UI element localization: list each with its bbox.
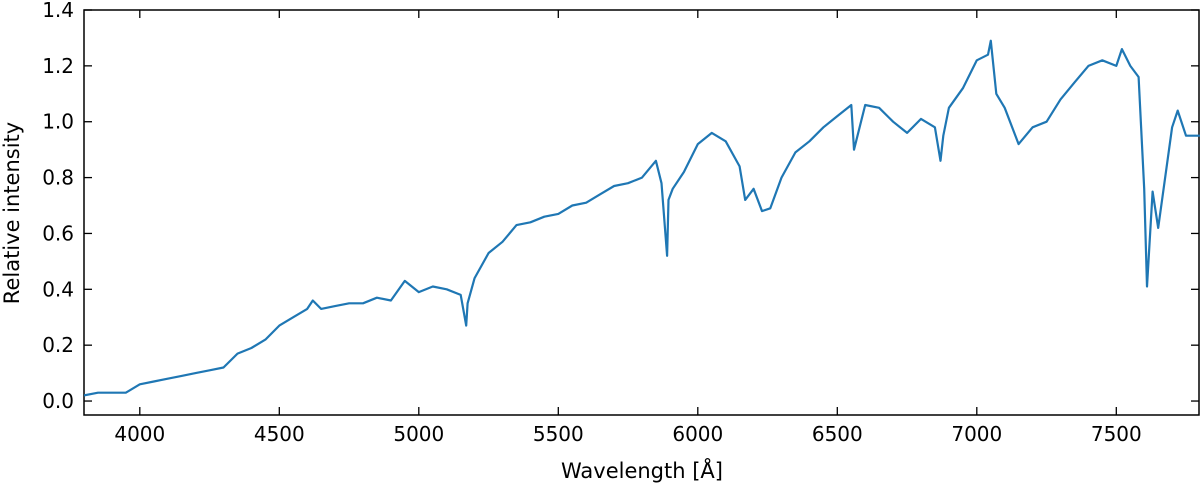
x-axis-label: Wavelength [Å] (561, 457, 723, 483)
x-tick-label: 6000 (672, 422, 723, 446)
y-tick-label: 0.4 (42, 277, 74, 301)
y-axis-ticks: 0.0 0.2 0.4 0.6 0.8 1.0 1.2 1.4 (42, 0, 1199, 413)
x-tick-label: 4000 (114, 422, 165, 446)
x-tick-label: 7000 (951, 422, 1002, 446)
x-tick-label: 4500 (254, 422, 305, 446)
y-tick-label: 0.0 (42, 389, 74, 413)
y-tick-label: 0.2 (42, 333, 74, 357)
y-tick-label: 1.2 (42, 54, 74, 78)
x-tick-label: 7500 (1091, 422, 1142, 446)
spectrum-series-line (84, 39, 1200, 397)
x-tick-label: 6500 (812, 422, 863, 446)
plot-area-frame (83, 9, 1200, 416)
x-axis-ticks: 4000 4500 5000 5500 6000 6500 7000 7500 (114, 10, 1142, 446)
y-tick-label: 1.0 (42, 110, 74, 134)
y-axis-label: Relative intensity (0, 122, 24, 304)
y-tick-label: 0.6 (42, 221, 74, 245)
y-tick-label: 0.8 (42, 166, 74, 190)
y-tick-label: 1.4 (42, 0, 74, 22)
x-tick-label: 5000 (393, 422, 444, 446)
series-group (84, 39, 1200, 397)
x-tick-label: 5500 (533, 422, 584, 446)
plot-frame (83, 9, 1200, 416)
